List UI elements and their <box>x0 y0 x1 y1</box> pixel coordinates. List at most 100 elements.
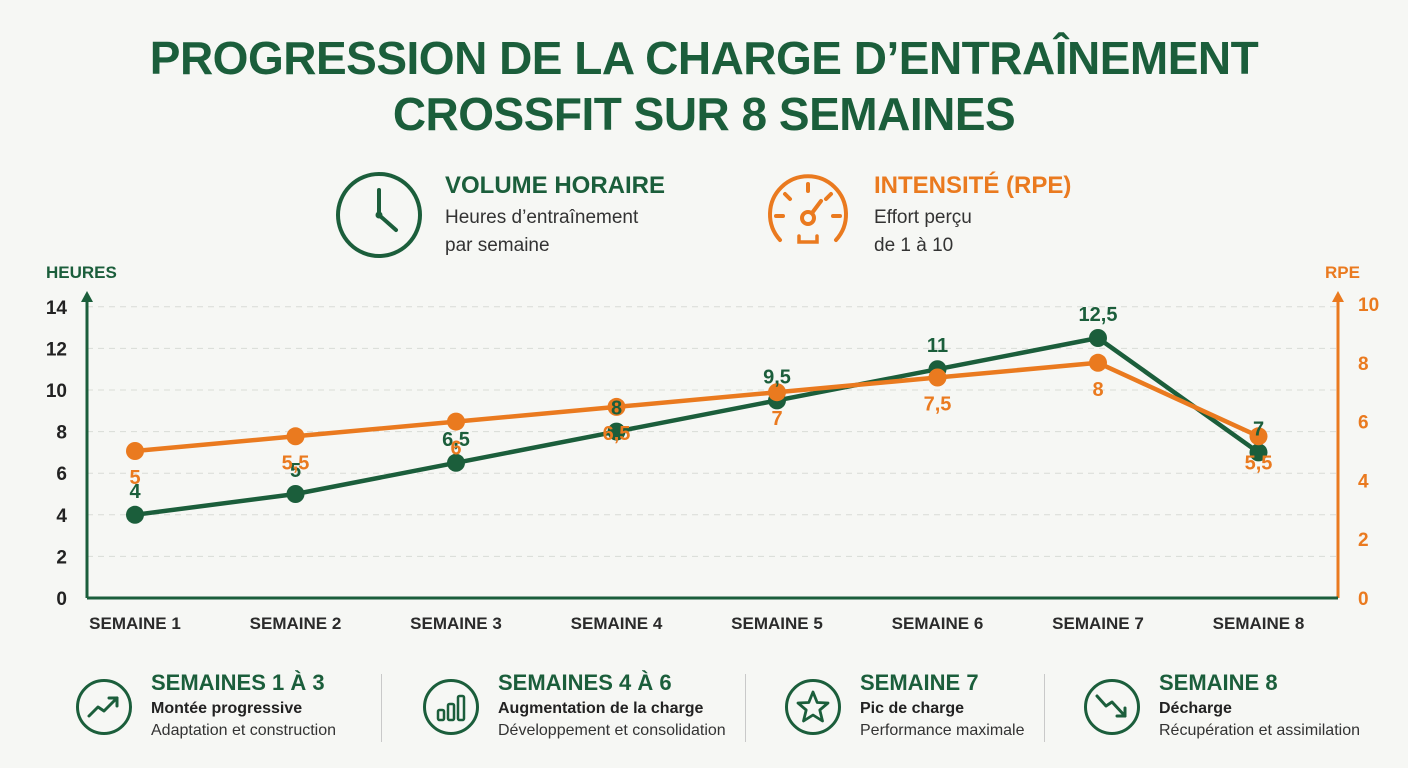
y-tick-left: 10 <box>46 381 67 402</box>
data-point <box>1249 443 1268 462</box>
star-icon <box>785 679 841 735</box>
grid-lines <box>87 306 1338 557</box>
legend-intensity-desc: Effort perçu de 1 à 10 <box>874 204 972 260</box>
y-tick-left: 0 <box>56 589 67 610</box>
clock-icon <box>336 172 422 258</box>
phase-4-desc: Récupération et assimilation <box>1159 722 1360 739</box>
legend-volume-desc-line2: par semaine <box>445 235 550 256</box>
data-label: 4 <box>129 481 141 503</box>
data-label: 7 <box>1253 418 1264 440</box>
data-point <box>126 442 144 460</box>
legend-intensity-name: INTENSITÉ (RPE) <box>874 172 1072 199</box>
phase-1-desc: Adaptation et construction <box>151 722 337 739</box>
legend-volume-desc-line1: Heures d’entraînement <box>445 207 639 228</box>
phase-2-subtitle: Augmentation de la charge <box>498 700 704 717</box>
data-point <box>126 505 144 524</box>
y-tick-left: 2 <box>56 547 67 568</box>
series-lines <box>126 329 1268 524</box>
chart-title-line2: CROSSFIT SUR 8 SEMAINES <box>392 88 1016 140</box>
phase-1-title: SEMAINES 1 À 3 <box>151 670 325 695</box>
x-category-label: SEMAINE 6 <box>892 614 984 633</box>
gauge-icon <box>768 174 848 244</box>
phase-4-title: SEMAINE 8 <box>1159 670 1278 695</box>
trend-up-icon <box>76 679 132 735</box>
data-label: 12,5 <box>1079 304 1118 326</box>
y-axis-right-arrow <box>1332 291 1344 302</box>
y-axis-right-title: RPE <box>1325 263 1360 282</box>
phase-separator <box>1044 674 1045 742</box>
data-point <box>286 427 305 446</box>
chart-title-line1: PROGRESSION DE LA CHARGE D’ENTRAÎNEMENT <box>149 32 1259 84</box>
phase-3: SEMAINE 7 Pic de charge Performance maxi… <box>784 668 1044 748</box>
legend-intensity-desc-line1: Effort perçu <box>874 207 972 228</box>
y-tick-right: 4 <box>1358 471 1369 492</box>
phase-separator <box>745 674 746 742</box>
data-point <box>447 412 465 431</box>
y-tick-left: 4 <box>56 506 67 527</box>
data-label: 6,5 <box>603 423 631 445</box>
phase-2: SEMAINES 4 À 6 Augmentation de la charge… <box>422 668 742 748</box>
phase-3-desc: Performance maximale <box>860 722 1025 739</box>
data-point <box>928 368 947 387</box>
phase-3-title: SEMAINE 7 <box>860 670 979 695</box>
y-tick-right: 10 <box>1358 295 1379 316</box>
y-tick-right: 6 <box>1358 413 1369 434</box>
line-chart: HEURES RPE 0 2 4 6 8 10 12 14 0 2 4 6 8 10 SEMAINE 1 SEMA… <box>46 263 1379 633</box>
data-point <box>607 422 626 441</box>
phase-separator <box>381 674 382 742</box>
phase-3-subtitle: Pic de charge <box>860 700 965 717</box>
bar-chart-icon <box>423 679 479 735</box>
legend-volume-desc: Heures d’entraînement par semaine <box>445 204 638 260</box>
data-point <box>607 397 626 416</box>
data-label: 5 <box>129 467 140 489</box>
x-category-label: SEMAINE 5 <box>731 614 823 633</box>
y-tick-left: 12 <box>46 339 67 360</box>
phase-4: SEMAINE 8 Décharge Récupération et assim… <box>1083 668 1383 748</box>
phase-4-subtitle: Décharge <box>1159 700 1232 717</box>
data-label: 6,5 <box>442 429 470 451</box>
data-label: 11 <box>927 335 948 357</box>
data-label: 7 <box>771 408 782 430</box>
phase-1-subtitle: Montée progressive <box>151 700 303 717</box>
data-point <box>768 383 786 402</box>
data-label: 8 <box>611 398 622 420</box>
data-label: 9,5 <box>763 366 791 388</box>
data-label: 5,5 <box>282 452 310 474</box>
x-category-label: SEMAINE 7 <box>1052 614 1144 633</box>
y-tick-right: 2 <box>1358 530 1369 551</box>
data-point <box>447 453 465 472</box>
data-point <box>1249 427 1268 446</box>
y-tick-left: 8 <box>56 423 67 444</box>
y-tick-right: 8 <box>1358 354 1369 375</box>
data-label: 7,5 <box>924 394 952 416</box>
y-axis-left-arrow <box>81 291 93 302</box>
y-axis-left-title: HEURES <box>46 263 117 282</box>
legend-intensity-desc-line2: de 1 à 10 <box>874 235 954 256</box>
legend-volume: VOLUME HORAIRE Heures d’entraînement par… <box>334 170 665 260</box>
y-tick-right: 0 <box>1358 589 1369 610</box>
x-category-label: SEMAINE 8 <box>1213 614 1305 633</box>
x-category-label: SEMAINE 1 <box>89 614 181 633</box>
data-point <box>286 485 305 503</box>
phase-2-title: SEMAINES 4 À 6 <box>498 670 672 695</box>
data-label: 8 <box>1092 379 1103 401</box>
trend-down-icon <box>1084 679 1140 735</box>
phase-2-desc: Développement et consolidation <box>498 722 726 739</box>
data-label: 6 <box>450 438 461 460</box>
legend-volume-name: VOLUME HORAIRE <box>445 172 666 199</box>
series-line-1 <box>134 335 1260 518</box>
phase-1: SEMAINES 1 À 3 Montée progressive Adapta… <box>75 668 375 748</box>
data-label: 5,5 <box>1245 452 1273 474</box>
x-category-label: SEMAINE 3 <box>410 614 502 633</box>
legend-intensity: INTENSITÉ (RPE) Effort perçu de 1 à 10 <box>763 170 1083 260</box>
x-category-label: SEMAINE 2 <box>250 614 342 633</box>
y-tick-left: 14 <box>46 298 68 319</box>
data-label: 5 <box>290 460 301 482</box>
axes: HEURES RPE 0 2 4 6 8 10 12 14 0 2 4 6 8 10 SEMAINE 1 SEMA… <box>46 263 1379 633</box>
data-point <box>1089 329 1107 347</box>
x-category-label: SEMAINE 4 <box>571 614 663 633</box>
chart-title: PROGRESSION DE LA CHARGE D’ENTRAÎNEMENT … <box>0 30 1408 142</box>
y-tick-left: 6 <box>56 464 67 485</box>
data-point <box>1089 353 1107 372</box>
